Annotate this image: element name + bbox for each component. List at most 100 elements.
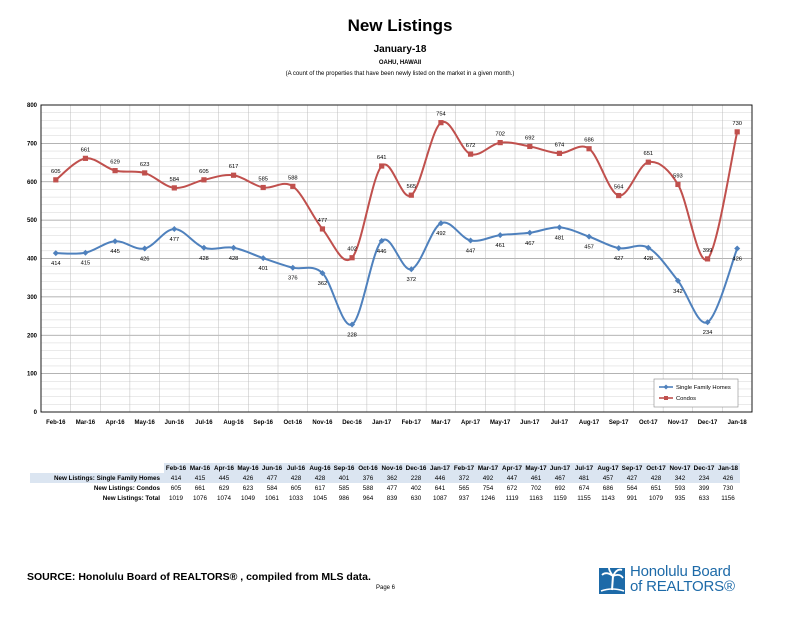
data-label: 565 — [406, 184, 416, 190]
chart-location: OAHU, HAWAII — [378, 60, 422, 66]
data-point — [675, 181, 681, 188]
table-cell: 362 — [380, 473, 404, 483]
data-point — [615, 245, 622, 252]
data-label: 427 — [614, 256, 624, 262]
data-label: 477 — [169, 237, 179, 243]
data-point — [319, 226, 326, 232]
table-cell: 1049 — [240, 494, 255, 502]
data-point — [467, 237, 474, 244]
data-point — [142, 170, 148, 176]
data-point — [379, 163, 385, 169]
table-row: New Listings: Condos 605 661 629 623 584 605 61… — [30, 483, 740, 493]
data-point — [230, 172, 237, 178]
data-point — [526, 229, 533, 236]
data-point — [437, 220, 444, 227]
data-label: 617 — [229, 164, 239, 170]
table-cell: 492 — [476, 473, 500, 483]
table-cell: 1087 — [432, 494, 447, 502]
data-label: 447 — [466, 248, 476, 254]
data-label: 492 — [436, 231, 446, 237]
table-cell: 1119 — [505, 494, 519, 502]
table-row-label: New Listings: Total — [102, 494, 160, 502]
table-column-header: Mar-17 — [476, 463, 500, 473]
legend-marker — [663, 384, 669, 390]
table-cell: 641 — [434, 484, 446, 492]
data-point — [290, 183, 296, 189]
table-column-header: Sep-16 — [332, 463, 356, 473]
table-row: New Listings: Total 1019 1076 1074 1049 1061 1… — [30, 493, 740, 503]
data-point — [171, 185, 177, 191]
x-tick-label: Mar-16 — [76, 420, 96, 426]
data-label: 623 — [140, 162, 150, 168]
data-point — [171, 225, 178, 232]
data-point — [556, 224, 563, 231]
palm-tree-icon — [599, 565, 625, 594]
data-label: 477 — [318, 218, 328, 224]
data-label: 588 — [288, 175, 298, 181]
data-label: 584 — [169, 177, 179, 183]
x-tick-label: Apr-16 — [106, 420, 126, 426]
table-cell: 937 — [458, 494, 470, 502]
table-cell: 342 — [668, 473, 692, 483]
table-cell: 585 — [338, 484, 350, 492]
table-cell: 372 — [452, 473, 476, 483]
source-note: SOURCE: Honolulu Board of REALTORS® , co… — [27, 571, 371, 583]
table-cell: 399 — [698, 484, 710, 492]
table-cell: 1076 — [192, 494, 207, 502]
data-point — [527, 143, 533, 150]
table-cell: 986 — [338, 494, 350, 502]
x-tick-label: Apr-17 — [461, 420, 481, 426]
data-label: 605 — [51, 169, 61, 175]
table-column-header: Oct-17 — [644, 463, 668, 473]
data-point — [586, 233, 593, 240]
y-tick-label: 400 — [27, 257, 38, 263]
data-point — [704, 256, 711, 262]
chart-subtitle: January-18 — [373, 44, 427, 55]
data-point — [289, 264, 296, 271]
data-label: 446 — [377, 249, 387, 255]
y-tick-label: 0 — [34, 410, 38, 416]
x-tick-label: Mar-17 — [431, 420, 451, 426]
x-tick-label: Jul-16 — [195, 420, 213, 426]
data-label: 415 — [81, 261, 91, 267]
table-cell: 376 — [356, 473, 380, 483]
table-column-header: Oct-16 — [356, 463, 380, 473]
table-cell: 415 — [188, 473, 212, 483]
x-tick-label: Dec-16 — [342, 420, 362, 426]
data-point — [82, 249, 89, 256]
data-point — [674, 277, 681, 284]
table-cell: 1246 — [480, 494, 495, 502]
table-column-header: Jan-17 — [428, 463, 452, 473]
table-cell: 428 — [284, 473, 308, 483]
table-row-label: New Listings: Condos — [93, 484, 160, 492]
table-cell: 605 — [170, 484, 182, 492]
table-cell: 446 — [428, 473, 452, 483]
data-point — [734, 129, 740, 135]
data-point — [497, 140, 503, 146]
table-cell: 477 — [260, 473, 284, 483]
table-column-header: Aug-17 — [596, 463, 620, 473]
table-column-header: Jun-16 — [260, 463, 284, 473]
data-point — [586, 146, 592, 152]
data-label: 641 — [377, 155, 387, 161]
table-cell: 1074 — [216, 494, 231, 502]
data-label: 629 — [110, 160, 120, 166]
table-cell: 964 — [362, 494, 374, 502]
table-cell: 1155 — [577, 494, 591, 502]
table-cell: 427 — [620, 473, 644, 483]
y-tick-label: 800 — [27, 103, 38, 109]
data-point — [349, 321, 356, 328]
table-column-header: Jul-16 — [284, 463, 308, 473]
table-cell: 477 — [386, 484, 398, 492]
x-tick-label: Dec-17 — [698, 420, 718, 426]
table-cell: 692 — [554, 484, 566, 492]
data-label: 426 — [140, 257, 150, 263]
legend-box — [653, 378, 739, 408]
data-point — [260, 255, 267, 262]
data-label: 414 — [51, 261, 61, 267]
data-label: 457 — [584, 245, 594, 251]
data-point — [438, 120, 444, 126]
table-cell: 426 — [236, 473, 260, 483]
table-column-header: Dec-16 — [404, 463, 428, 473]
data-label: 428 — [229, 256, 239, 262]
